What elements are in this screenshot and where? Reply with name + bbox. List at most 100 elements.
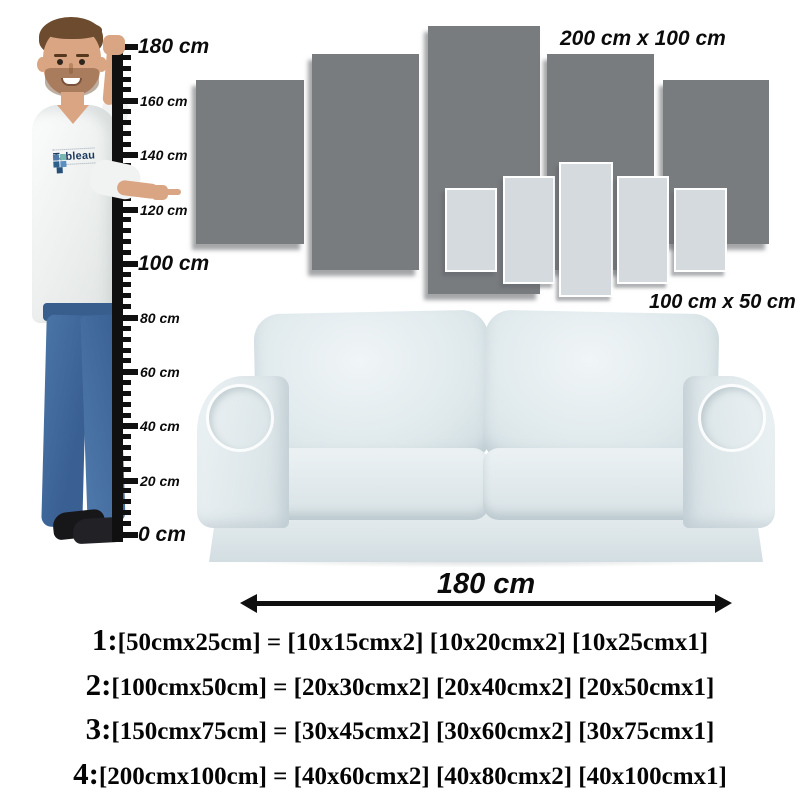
tableau-logo-text: Tableau	[52, 147, 96, 166]
ruler-major-tick	[123, 315, 138, 321]
model-eye-right	[79, 59, 85, 65]
ruler-minor-tick	[123, 65, 131, 71]
ruler-minor-tick	[123, 249, 131, 255]
ruler-major-tick	[123, 423, 138, 430]
sofa	[197, 309, 775, 568]
tableau-logo-icon	[52, 154, 60, 161]
canvas-panel-small-1	[445, 188, 497, 272]
ruler-minor-tick	[123, 412, 131, 418]
ruler-major-tick	[123, 152, 138, 159]
model-eyebrow-left	[54, 54, 67, 57]
ruler-minor-tick	[123, 54, 131, 60]
large-set-size-label: 200 cm x 100 cm	[560, 27, 726, 50]
size-options: 1: [50cmx25cm] = [10x15cmx2] [10x20cmx2] …	[0, 618, 800, 796]
model-tshirt	[32, 105, 118, 323]
sofa-width-label: 180 cm	[436, 568, 536, 600]
size-option-row: 3: [150cmx75cm] = [30x45cmx2] [30x60cmx2]…	[0, 707, 800, 752]
ruler-minor-tick	[123, 293, 131, 299]
ruler-minor-tick	[123, 434, 131, 440]
size-option-text: [200cmx100cm] = [40x60cmx2] [40x80cmx2] …	[98, 762, 727, 790]
canvas-panel-large-2	[312, 54, 419, 270]
size-option-number: 1:	[91, 622, 118, 657]
size-option-row: 4: [200cmx100cm] = [40x60cmx2] [40x80cmx2…	[0, 752, 800, 797]
ruler-ticks	[123, 44, 143, 544]
sofa-width-arrow	[240, 594, 732, 613]
sofa-arm-left	[197, 376, 289, 528]
model-hair-fringe	[42, 21, 102, 39]
ruler-major-tick	[123, 98, 138, 105]
model-eyebrow-right	[76, 54, 89, 57]
size-option-row: 1: [50cmx25cm] = [10x15cmx2] [10x20cmx2] …	[0, 618, 800, 663]
ruler-major-tick	[123, 260, 138, 267]
canvas-panel-small-5	[674, 188, 727, 272]
ruler-minor-tick	[123, 109, 131, 115]
ruler-minor-tick	[123, 347, 131, 353]
sofa-arm-roll-left	[206, 384, 274, 452]
ruler-minor-tick	[123, 304, 131, 310]
ruler-label-60-cm: 60 cm	[140, 364, 180, 381]
model-pointing-hand	[151, 185, 168, 200]
ruler-minor-tick	[123, 390, 131, 396]
size-option-number: 4:	[73, 755, 99, 791]
ruler-minor-tick	[123, 130, 131, 136]
ruler-minor-tick	[123, 325, 131, 331]
size-option-row: 2: [100cmx50cm] = [20x30cmx2] [20x40cmx2]…	[0, 663, 800, 708]
ruler-label-80-cm: 80 cm	[140, 310, 180, 326]
ruler-minor-tick	[123, 119, 131, 125]
ruler-major-tick	[123, 477, 138, 484]
model-photo: Tableau	[5, 15, 185, 565]
ruler-minor-tick	[123, 380, 131, 386]
size-option-number: 3:	[85, 711, 112, 746]
ruler-label-40-cm: 40 cm	[140, 418, 180, 435]
ruler-major-tick	[123, 206, 138, 213]
ruler-minor-tick	[123, 401, 131, 407]
ruler-label-0-cm: 0 cm	[138, 522, 186, 546]
sofa-seat-cushion-left	[259, 448, 489, 520]
ruler-minor-tick	[123, 336, 131, 342]
canvas-panel-small-2	[503, 176, 555, 284]
ruler-major-tick	[123, 44, 138, 50]
ruler-minor-tick	[123, 499, 131, 505]
size-option-text: [150cmx75cm] = [30x45cmx2] [30x60cmx2] […	[111, 718, 715, 745]
model-nose	[69, 63, 73, 74]
ruler-minor-tick	[123, 488, 131, 494]
ruler-minor-tick	[123, 445, 131, 451]
ruler-minor-tick	[123, 271, 131, 277]
ruler-major-tick	[123, 369, 138, 376]
ruler-major-tick	[123, 531, 138, 538]
sofa-arm-roll-right	[698, 384, 766, 452]
ruler-label-20-cm: 20 cm	[140, 472, 180, 489]
ruler-minor-tick	[123, 87, 131, 93]
canvas-panel-large-1	[196, 80, 304, 244]
size-option-text: [100cmx50cm] = [20x30cmx2] [20x40cmx2] […	[111, 673, 715, 701]
model-eye-left	[57, 59, 63, 65]
ruler-minor-tick	[123, 217, 131, 223]
sofa-back-cushion-left	[253, 309, 491, 467]
ruler-label-160-cm: 160 cm	[140, 93, 188, 110]
ruler-minor-tick	[123, 239, 131, 245]
size-option-number: 2:	[85, 666, 112, 702]
ruler-minor-tick	[123, 520, 131, 526]
canvas-panel-small-4	[617, 176, 669, 284]
size-option-text: [50cmx25cm] = [10x15cmx2] [10x20cmx2] [1…	[117, 629, 709, 656]
ruler-bar	[112, 44, 123, 542]
ruler-minor-tick	[123, 358, 131, 364]
ruler-label-100-cm: 100 cm	[138, 251, 210, 275]
ruler-minor-tick	[123, 228, 131, 234]
model-ear-right	[96, 57, 107, 72]
ruler-label-140-cm: 140 cm	[140, 147, 188, 164]
model-hand-on-ruler	[103, 35, 125, 55]
ruler-label-180-cm: 180 cm	[138, 35, 210, 58]
ruler-minor-tick	[123, 455, 131, 461]
arrow-right-head-icon	[715, 594, 732, 613]
ruler-minor-tick	[123, 510, 131, 516]
sofa-seat-cushion-right	[483, 448, 713, 520]
small-set-size-label: 100 cm x 50 cm	[649, 291, 796, 313]
ruler-label-120-cm: 120 cm	[140, 201, 188, 218]
ruler-minor-tick	[123, 466, 131, 472]
model-ear-left	[37, 57, 48, 72]
arrow-left-head-icon	[240, 594, 257, 613]
model-pointing-finger	[164, 189, 181, 195]
ruler-labels: 180 cm 160 cm 140 cm 120 cm 100 cm 80 cm 60 cm…	[138, 35, 230, 547]
